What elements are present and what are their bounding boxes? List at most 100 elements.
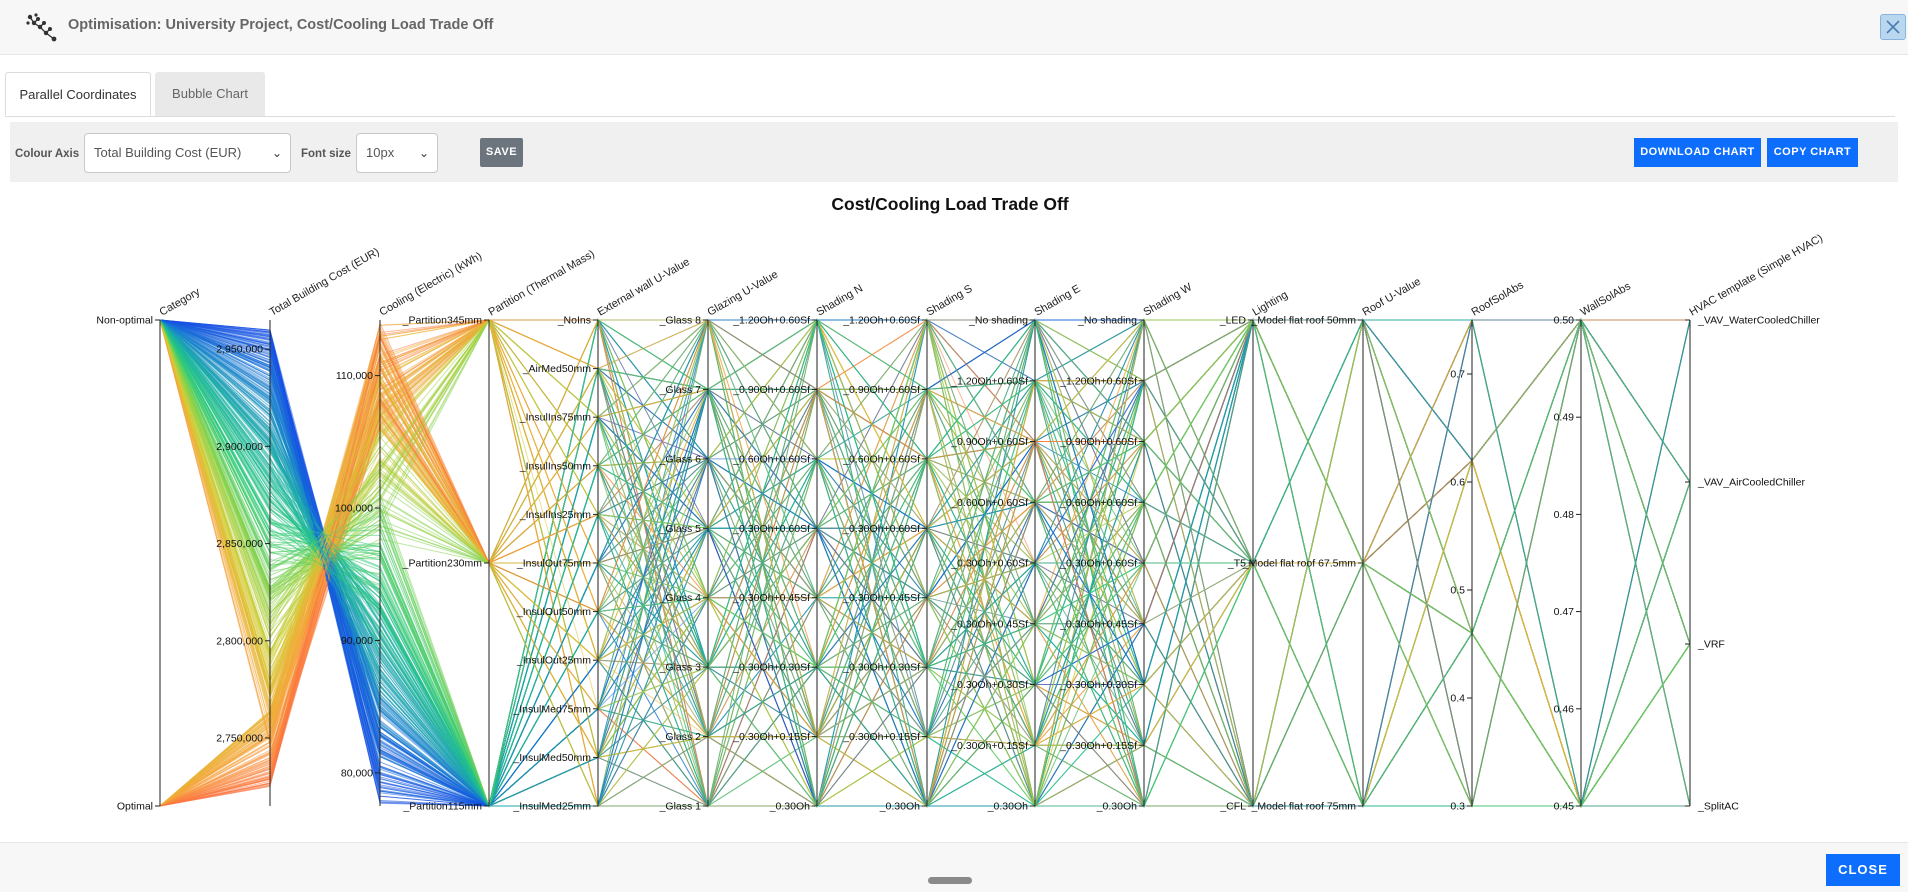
axis-tick-label: 2,800,000	[216, 635, 263, 647]
axis-title: External wall U-Value	[596, 256, 692, 319]
axis-tick-label: _InsulIns50mm	[519, 460, 591, 472]
dialog-footer: CLOSE	[0, 842, 1908, 892]
axis-tick-label: _0.30Oh	[769, 801, 810, 813]
axis-tick-label: _Glass 8	[659, 315, 702, 327]
chevron-down-icon: ⌄	[271, 146, 282, 160]
copy-chart-button[interactable]: COPY CHART	[1767, 138, 1858, 167]
network-nodes-icon	[26, 13, 57, 42]
axis-tick-label: _Partition230mm	[402, 558, 483, 570]
axis-tick-label: _0.30Oh	[987, 801, 1028, 813]
axis-tick-label: 110,000	[336, 370, 373, 382]
axis-tick-label: _Glass 1	[659, 801, 702, 813]
axis-tick-label: 0.7	[1450, 369, 1465, 381]
axis-tick-label: _0.90Oh+0.60Sf	[1059, 436, 1137, 448]
axis-tick-label: _0.30Oh+0.15Sf	[950, 740, 1028, 752]
axis-tick-label: _0.90Oh+0.60Sf	[842, 384, 920, 396]
axis-title: Partition (Thermal Mass)	[487, 248, 597, 319]
axis-tick-label: _0.30Oh+0.60Sf	[1059, 558, 1137, 570]
axis-tick-label: _InsulIns75mm	[519, 412, 591, 424]
save-button[interactable]: SAVE	[480, 138, 523, 167]
axis-tick-label: _InsulMed50mm	[512, 752, 591, 764]
axis-title: Shading S	[925, 283, 975, 319]
font-size-select[interactable]: 10px ⌄	[356, 133, 438, 173]
axis-tick-label: _CFL	[1219, 801, 1246, 813]
axis-tick-label: 0.6	[1450, 477, 1465, 489]
axis-tick-label: _0.30Oh+0.60Sf	[732, 523, 810, 535]
axis-tick-label: _0.90Oh+0.60Sf	[950, 436, 1028, 448]
tab-parallel-coordinates[interactable]: Parallel Coordinates	[5, 72, 151, 116]
polyline-layer	[159, 318, 1691, 808]
axis-tick-label: _Glass 4	[659, 592, 702, 604]
axis-tick-label: _Glass 3	[659, 662, 702, 674]
axis-tick-label: _No shading	[968, 315, 1028, 327]
chevron-down-icon: ⌄	[418, 146, 429, 160]
axis-title: HVAC template (Simple HVAC)	[1688, 232, 1825, 318]
axis-tick-label: Optimal	[117, 801, 153, 813]
axis[interactable]: Shading W _0.30Oh _0.30Oh+0.15Sf _0.30Oh+0.…	[1059, 281, 1194, 813]
axis-tick-label: _Glass 7	[659, 384, 702, 396]
axis-title: Cooling (Electric) (kWh)	[378, 250, 485, 318]
axis-tick-label: 0.5	[1450, 585, 1465, 597]
axis-tick-label: _SplitAC	[1697, 801, 1739, 813]
axis-tick-label: 0.4	[1450, 693, 1465, 705]
axis-title: Shading N	[815, 282, 866, 318]
axis-tick-label: 100,000	[335, 503, 373, 515]
axis-tick-label: Non-optimal	[96, 315, 153, 327]
axis[interactable]: WallSolAbs 0.45 0.46 0.47 0.48 0.49 0.50	[1554, 280, 1634, 812]
axis-tick-label: _1.20Oh+0.60Sf	[950, 375, 1028, 387]
axis-tick-label: _1.20Oh+0.60Sf	[842, 315, 920, 327]
tab-bubble-chart[interactable]: Bubble Chart	[155, 72, 265, 116]
axis-title: Shading E	[1033, 283, 1083, 319]
close-button[interactable]: CLOSE	[1826, 854, 1900, 886]
colour-axis-label: Colour Axis	[15, 148, 80, 160]
axis-tick-label: _InsulOut50mm	[516, 606, 591, 618]
axis-tick-label: 0.47	[1554, 606, 1575, 618]
axis-tick-label: _0.30Oh	[1096, 801, 1137, 813]
resize-handle[interactable]	[928, 877, 972, 884]
axis-tick-label: _Glass 6	[659, 453, 702, 465]
window-titlebar: Optimisation: University Project, Cost/C…	[0, 0, 1908, 55]
download-chart-button[interactable]: DOWNLOAD CHART	[1634, 138, 1761, 167]
axis-tick-label: _0.30Oh+0.45Sf	[842, 592, 920, 604]
axis-tick-label: 2,850,000	[216, 538, 263, 550]
axis[interactable]: Lighting_CFL_T5_LED	[1219, 289, 1290, 813]
axis-tick-label: _Model flat roof 75mm	[1251, 801, 1357, 813]
axis[interactable]: HVAC template (Simple HVAC) _SplitAC _VRF _…	[1685, 232, 1825, 813]
axis-tick-label: _InsulMed75mm	[512, 703, 591, 715]
axis-tick-label: _VAV_WaterCooledChiller	[1697, 315, 1820, 327]
font-size-value: 10px	[366, 145, 395, 160]
axis-tick-label: _NoIns	[557, 315, 591, 327]
close-icon	[1886, 20, 1900, 34]
axis-tick-label: _0.30Oh+0.45Sf	[1059, 618, 1137, 630]
axis-tick-label: 2,750,000	[216, 732, 263, 744]
colour-axis-value: Total Building Cost (EUR)	[94, 145, 242, 160]
axis-tick-label: _Model flat roof 67.5mm	[1242, 558, 1356, 570]
axis-tick-label: 0.48	[1554, 509, 1575, 521]
axis-tick-label: _0.30Oh+0.45Sf	[732, 592, 810, 604]
axis-tick-label: 0.50	[1554, 315, 1575, 327]
axis-tick-label: _T5	[1227, 558, 1246, 570]
axis-tick-label: _Partition115mm	[402, 801, 482, 813]
axis-tick-label: _0.30Oh+0.45Sf	[950, 618, 1028, 630]
axis-tick-label: _VAV_AirCooledChiller	[1697, 477, 1805, 489]
axis-tick-label: 0.45	[1554, 801, 1575, 813]
axis-tick-label: _0.60Oh+0.60Sf	[732, 453, 810, 465]
axis-tick-label: _0.30Oh	[879, 801, 920, 813]
window-close-button[interactable]	[1880, 14, 1906, 40]
axis-tick-label: _InsulMed25mm	[512, 801, 591, 813]
axis-tick-label: _0.30Oh+0.60Sf	[842, 523, 920, 535]
chart-title: Cost/Cooling Load Trade Off	[831, 194, 1069, 214]
axis-tick-label: _0.30Oh+0.30Sf	[1059, 679, 1137, 691]
axis-tick-label: _Model flat roof 50mm	[1251, 315, 1357, 327]
axis-tick-label: 2,900,000	[216, 441, 263, 453]
axis-tick-label: 2,950,000	[216, 344, 263, 356]
axis-tick-label: _VRF	[1697, 639, 1725, 651]
parallel-coordinates-chart[interactable]: Category Non-optimal Optimal Total Building…	[0, 0, 1908, 842]
axis-title: Shading W	[1142, 281, 1195, 319]
axis-tick-label: _0.60Oh+0.60Sf	[950, 497, 1028, 509]
axis-tick-label: 90,000	[341, 635, 373, 647]
axis-title: Roof U-Value	[1361, 276, 1423, 319]
axis-tick-label: _No shading	[1077, 315, 1137, 327]
colour-axis-select[interactable]: Total Building Cost (EUR) ⌄	[84, 133, 291, 173]
axis-tick-label: _0.30Oh+0.15Sf	[1059, 740, 1137, 752]
